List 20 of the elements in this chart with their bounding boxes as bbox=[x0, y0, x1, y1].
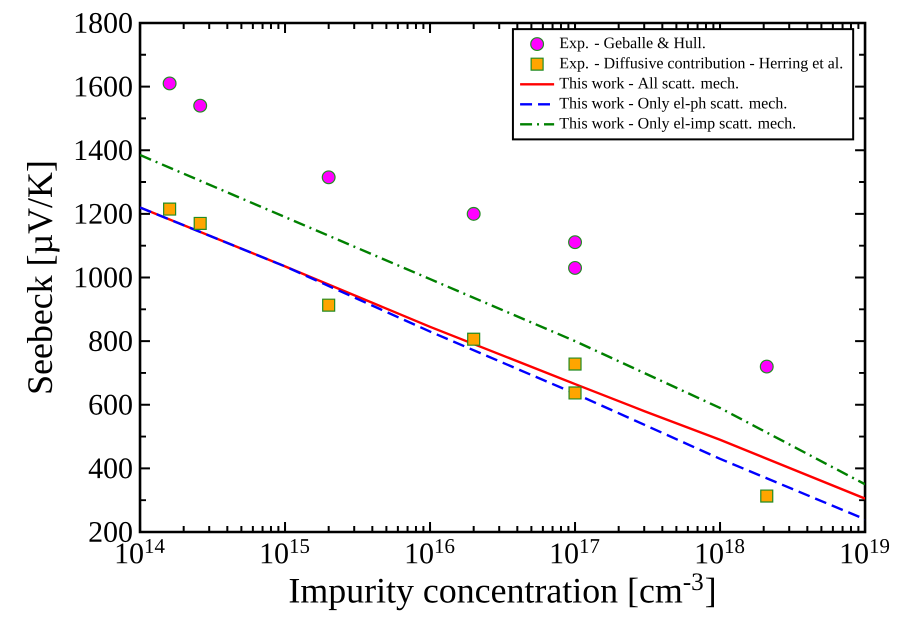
y-tick-label: 1800 bbox=[76, 12, 132, 34]
legend-label: This work - Only el-ph scatt. mech. bbox=[560, 97, 786, 112]
legend-label: This work - All scatt. mech. bbox=[560, 77, 738, 89]
x-tick-label: 10$^{15}$ bbox=[262, 539, 310, 564]
y-axis-title: Seebeck [µV/K] bbox=[26, 162, 60, 392]
legend-label: Exp. - Geballe & Hull. bbox=[560, 37, 705, 52]
y-tick-label: 1600 bbox=[76, 76, 132, 97]
legend-label: This work - Only el-imp scatt. mech. bbox=[560, 117, 796, 132]
y-tick-label: 600 bbox=[89, 394, 132, 415]
y-tick-label: 1000 bbox=[76, 267, 132, 288]
x-tick-label: 10$^{16}$ bbox=[406, 539, 454, 564]
y-tick-label: 1200 bbox=[76, 204, 132, 224]
x-tick-label: 10$^{19}$ bbox=[842, 539, 890, 564]
y-tick-label: 400 bbox=[88, 458, 132, 478]
x-tick-label: 10$^{17}$ bbox=[552, 539, 600, 564]
y-tick-label: 1400 bbox=[76, 140, 132, 160]
y-tick-label: 800 bbox=[89, 331, 132, 352]
x-axis-title: Impurity concentration [cm$^{-3}$] bbox=[290, 573, 714, 610]
x-tick-label: 10$^{18}$ bbox=[696, 539, 744, 564]
legend-label: Exp. - Diffusive contribution - Herring et al. bbox=[560, 57, 842, 72]
